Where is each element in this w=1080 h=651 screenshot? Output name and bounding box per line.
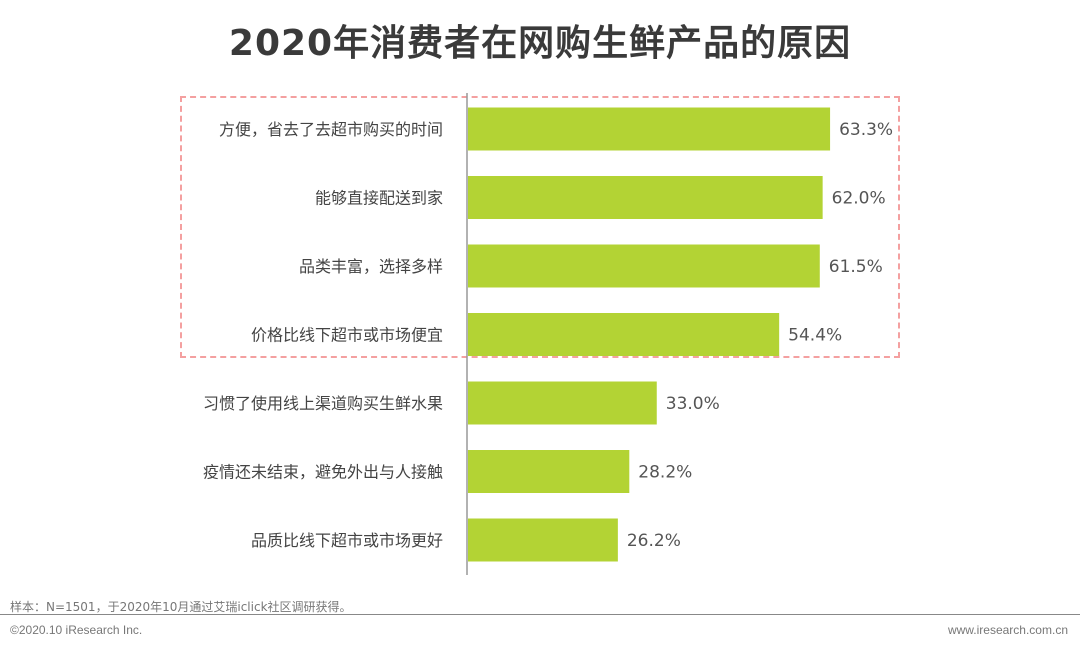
bar <box>468 313 780 356</box>
copyright: ©2020.10 iResearch Inc. <box>10 623 143 637</box>
sample-note: 样本：N=1501，于2020年10月通过艾瑞iclick社区调研获得。 <box>10 600 352 614</box>
highlight-box <box>180 96 900 358</box>
bar <box>468 518 618 562</box>
category-label: 习惯了使用线上渠道购买生鲜水果 <box>203 394 443 413</box>
footer-divider <box>0 614 1080 615</box>
category-label: 疫情还未结束，避免外出与人接触 <box>203 463 443 482</box>
data-label: 61.5% <box>829 257 883 277</box>
data-label: 33.0% <box>666 394 720 414</box>
bar <box>468 450 630 493</box>
category-label: 方便，省去了去超市购买的时间 <box>219 120 443 139</box>
bar <box>468 107 831 151</box>
chart-title: 2020年消费者在网购生鲜产品的原因 <box>228 23 852 64</box>
category-label: 价格比线下超市或市场便宜 <box>251 326 443 345</box>
category-label: 能够直接配送到家 <box>315 189 443 208</box>
data-label: 54.4% <box>788 326 842 346</box>
bar <box>468 381 657 425</box>
category-label: 品类丰富，选择多样 <box>299 257 443 276</box>
data-label: 62.0% <box>832 189 886 209</box>
data-label: 63.3% <box>839 120 893 140</box>
bar <box>468 244 820 288</box>
bar <box>468 176 823 219</box>
category-label: 品质比线下超市或市场更好 <box>251 531 443 550</box>
data-label: 28.2% <box>638 463 692 483</box>
bar-chart: 63.3% 方便，省去了去超市购买的时间 62.0% 能够直接配送到家 61.5% 品类丰… <box>203 93 893 575</box>
website: www.iresearch.com.cn <box>947 623 1068 637</box>
data-label: 26.2% <box>627 531 681 551</box>
